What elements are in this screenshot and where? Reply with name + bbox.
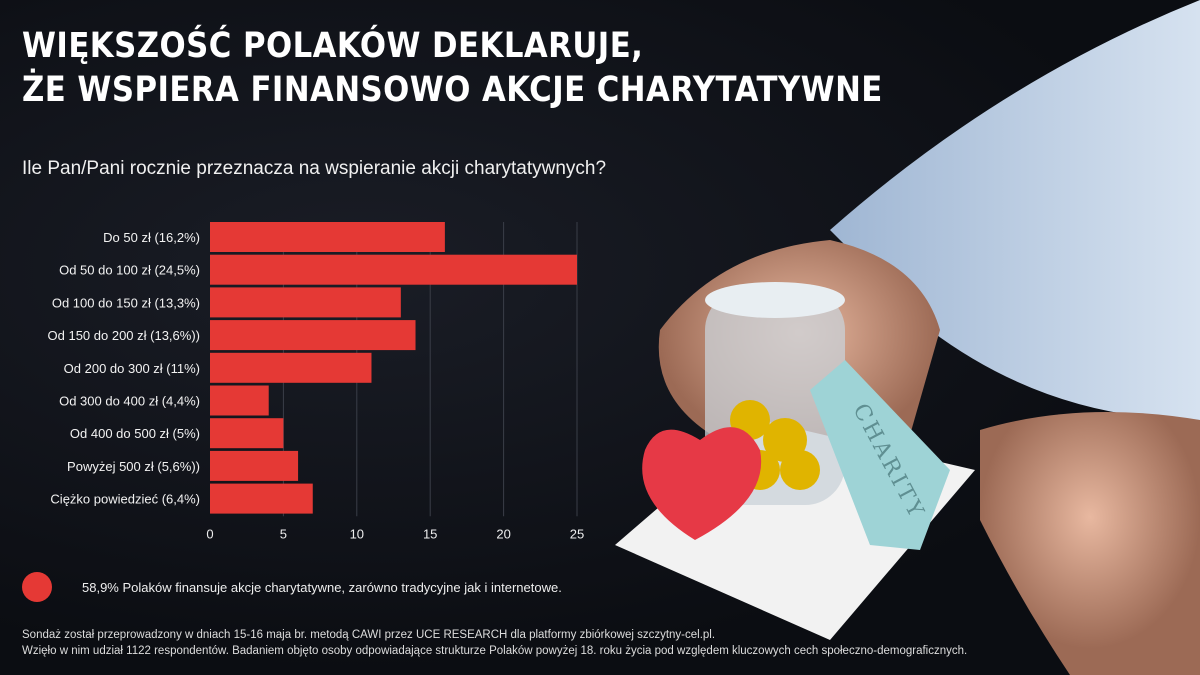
legend-text: 58,9% Polaków finansuje akcje charytatyw… [82, 579, 562, 595]
category-label: Od 50 do 100 zł (24,5%) [59, 263, 200, 278]
category-label: Od 400 do 500 zł (5%) [70, 426, 200, 441]
heart-icon [642, 427, 762, 540]
bar [210, 483, 313, 514]
category-label: Od 150 do 200 zł (13,6%)) [48, 328, 200, 343]
bar [210, 222, 445, 252]
legend: 58,9% Polaków finansuje akcje charytatyw… [22, 572, 562, 602]
category-label: Powyżej 500 zł (5,6%)) [67, 459, 200, 474]
title-line-1: WIĘKSZOŚĆ POLAKÓW DEKLARUJE, [22, 26, 644, 66]
category-label: Ciężko powiedzieć (6,4%) [50, 492, 200, 507]
bar [210, 287, 401, 318]
category-label: Od 200 do 300 zł (11%) [64, 361, 200, 376]
x-tick-label: 5 [280, 526, 287, 541]
x-tick-label: 20 [496, 526, 510, 541]
right-hand [980, 412, 1200, 675]
charity-tag [810, 360, 950, 550]
survey-question: Ile Pan/Pani rocznie przeznacza na wspie… [22, 158, 607, 179]
bar [210, 385, 269, 416]
category-label: Od 100 do 150 zł (13,3%) [52, 295, 200, 310]
x-tick-label: 0 [206, 526, 213, 541]
category-label: Do 50 zł (16,2%) [103, 230, 200, 245]
bar [210, 418, 284, 449]
category-label: Od 300 do 400 zł (4,4%) [59, 394, 200, 409]
legend-dot-icon [22, 572, 52, 602]
bar [210, 320, 416, 351]
bar [210, 352, 372, 383]
x-tick-label: 10 [350, 526, 364, 541]
footnote-line-2: Wzięło w nim udział 1122 respondentów. B… [22, 645, 968, 657]
bar [210, 450, 299, 481]
bar [210, 254, 577, 285]
x-tick-label: 15 [423, 526, 437, 541]
footnote: Sondaż został przeprowadzony w dniach 15… [22, 627, 967, 659]
bar-chart: 0 5 10 15 20 25 Do 50 zł (16,2%) Od 50 do 100 z… [48, 222, 584, 541]
footnote-line-1: Sondaż został przeprowadzony w dniach 15… [22, 629, 716, 641]
charity-jar-photo: CHARITY [615, 0, 1200, 675]
x-tick-label: 25 [570, 526, 584, 541]
page-title: WIĘKSZOŚĆ POLAKÓW DEKLARUJE, ŻE WSPIERA … [22, 24, 883, 112]
title-line-2: ŻE WSPIERA FINANSOWO AKCJE CHARYTATYWNE [22, 70, 883, 110]
jar-lid [705, 282, 845, 318]
